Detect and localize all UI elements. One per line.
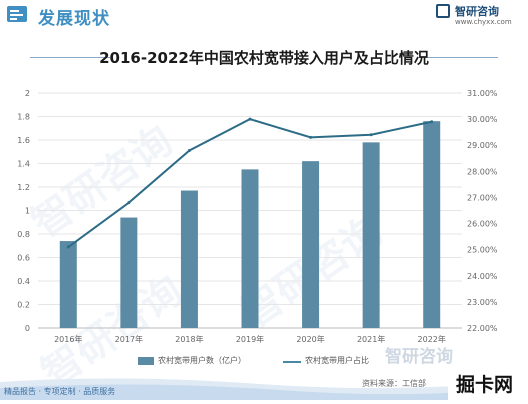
y-right-tick-label: 29.00% <box>467 141 498 150</box>
corner-text: 掘卡网 <box>456 374 514 396</box>
y-left-tick-label: 2 <box>25 89 30 98</box>
brand-logo: 智研咨询 www.chyxx.com <box>436 3 516 31</box>
y-left-tick-label: 1.4 <box>17 160 30 169</box>
x-tick-label: 2019年 <box>236 334 264 344</box>
x-tick-label: 2022年 <box>418 334 446 344</box>
top-bar: 发展现状 智研咨询 www.chyxx.com <box>0 0 528 30</box>
chart-title: 2016-2022年中国农村宽带接入用户及占比情况 <box>99 49 429 67</box>
footer-band <box>0 370 528 400</box>
bar <box>241 169 259 328</box>
footer-wave <box>0 378 528 400</box>
bar <box>302 161 320 328</box>
line-point <box>369 133 373 137</box>
brand-mark-icon <box>436 4 450 18</box>
bar <box>59 241 77 328</box>
line-point <box>309 135 313 139</box>
checklist-icon <box>7 6 27 22</box>
section-title: 发展现状 <box>38 9 110 29</box>
y-right-tick-label: 31.00% <box>467 89 498 98</box>
line-point <box>127 201 131 205</box>
x-tick-label: 2018年 <box>175 334 203 344</box>
y-right-tick-label: 26.00% <box>467 220 498 229</box>
legend-line-label: 农村宽带用户占比 <box>305 356 369 365</box>
bar <box>423 121 441 328</box>
y-right-tick-label: 25.00% <box>467 246 498 255</box>
line-point <box>66 245 70 249</box>
title-rule-left <box>30 57 110 58</box>
title-rule-right <box>418 57 498 58</box>
y-right-tick-label: 30.00% <box>467 115 498 124</box>
x-tick-label: 2021年 <box>357 334 385 344</box>
bar <box>120 217 138 328</box>
x-tick-label: 2017年 <box>115 334 143 344</box>
y-left-tick-label: 0.4 <box>17 277 30 286</box>
y-right-tick-label: 28.00% <box>467 167 498 176</box>
x-tick-label: 2016年 <box>54 334 82 344</box>
bar <box>362 142 380 328</box>
footer-tagline: 精品报告 · 专项定制 · 品质服务 <box>4 387 116 396</box>
y-right-tick-label: 22.00% <box>467 324 498 333</box>
corner-badge <box>448 368 528 400</box>
y-left-tick-label: 1.2 <box>17 183 30 192</box>
y-left-tick-label: 0 <box>25 324 30 333</box>
bar <box>180 190 198 328</box>
x-tick-label: 2020年 <box>296 334 324 344</box>
y-left-tick-label: 1.8 <box>17 113 30 122</box>
y-right-tick-label: 24.00% <box>467 272 498 281</box>
legend-bar-label: 农村宽带用户数（亿户） <box>158 356 246 365</box>
y-left-tick-label: 1 <box>25 207 30 216</box>
y-right-tick-label: 27.00% <box>467 193 498 202</box>
y-left-tick-label: 0.2 <box>17 301 30 310</box>
y-left-tick-label: 0.6 <box>17 254 30 263</box>
source-note: 资料来源：工信部 <box>362 379 426 388</box>
legend-line-swatch <box>283 361 301 363</box>
footer-brand: 智研咨询 <box>385 347 453 367</box>
line-point <box>430 120 434 124</box>
line-point <box>187 148 191 152</box>
y-left-tick-label: 0.8 <box>17 230 30 239</box>
brand-name: 智研咨询 <box>455 5 499 18</box>
legend-bar-swatch <box>138 357 154 365</box>
brand-url: www.chyxx.com <box>455 18 512 26</box>
y-right-tick-label: 23.00% <box>467 298 498 307</box>
line-point <box>248 117 252 121</box>
y-left-tick-label: 1.6 <box>17 136 30 145</box>
